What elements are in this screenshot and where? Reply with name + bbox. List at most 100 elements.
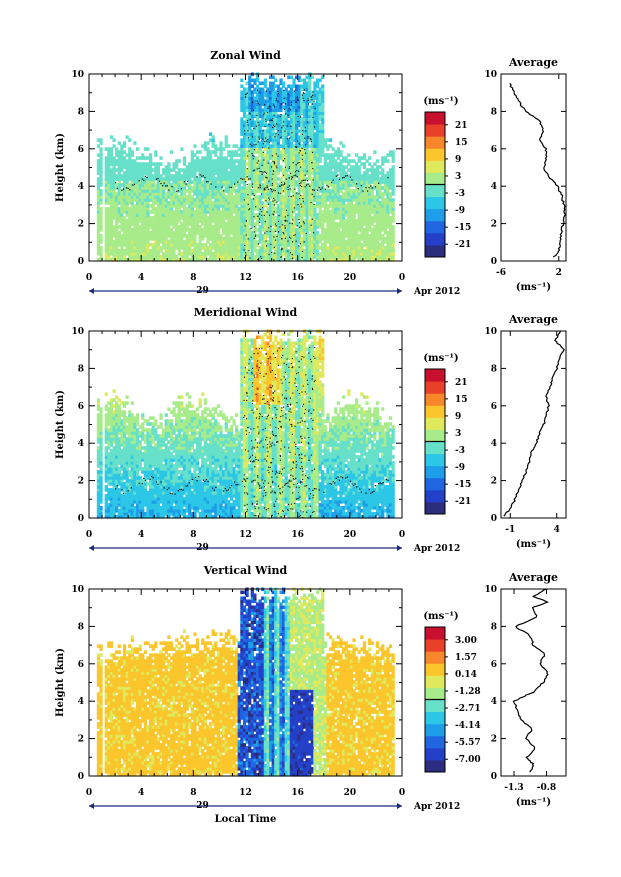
zonal-cell <box>342 144 345 148</box>
zonal-contour-dot <box>291 102 292 103</box>
zonal-contour-dot <box>264 188 265 189</box>
zonal-contour-dot <box>255 235 256 236</box>
zonal-contour-dot <box>289 168 290 169</box>
zonal-contour-dot <box>287 93 288 94</box>
zonal-contour-dot <box>314 101 315 102</box>
zonal-cell <box>128 138 131 142</box>
zonal-cell <box>131 150 134 154</box>
zonal-contour-dot <box>289 177 290 178</box>
zonal-cell <box>363 153 366 157</box>
zonal-contour-dot <box>293 175 294 176</box>
zonal-contour-dot <box>264 215 265 216</box>
zonal-contour-dot <box>312 194 313 195</box>
zonal-contour-dot <box>302 251 303 252</box>
zonal-contour-dot <box>272 120 273 121</box>
zonal-contour-dot <box>285 220 286 221</box>
zonal-contour-dot <box>286 220 287 221</box>
zonal-contour-dot <box>248 204 249 205</box>
zonal-contour-dot <box>145 176 146 177</box>
zonal-contour-dot <box>272 127 273 128</box>
zonal-cell <box>376 159 379 163</box>
zonal-contour-dot <box>254 149 255 150</box>
zonal-contour-dot <box>302 155 303 156</box>
zonal-contour-dot <box>282 224 283 225</box>
zonal-contour-dot <box>261 258 262 259</box>
zonal-contour-dot <box>312 168 313 169</box>
zonal-cell <box>219 141 222 145</box>
zonal-contour-dot <box>231 187 232 188</box>
zonal-contour-dot <box>290 109 291 110</box>
zonal-contour-dot <box>304 138 305 139</box>
zonal-contour-dot <box>263 130 264 131</box>
zonal-contour-dot <box>299 227 300 228</box>
zonal-contour-dot <box>259 139 260 140</box>
zonal-contour-dot <box>284 148 285 149</box>
zonal-contour-dot <box>342 177 343 178</box>
zonal-contour-dot <box>262 172 263 173</box>
zonal-contour-dot <box>283 175 284 176</box>
zonal-contour-dot <box>314 204 315 205</box>
zonal-contour-dot <box>296 241 297 242</box>
zonal-contour-dot <box>305 186 306 187</box>
zonal-cell <box>392 150 395 154</box>
zonal-contour-dot <box>234 183 235 184</box>
zonal-contour-dot <box>268 204 269 205</box>
zonal-contour-dot <box>260 209 261 210</box>
zonal-contour-dot <box>266 241 267 242</box>
zonal-contour-dot <box>265 137 266 138</box>
zonal-contour-dot <box>244 133 245 134</box>
zonal-contour-dot <box>276 100 277 101</box>
zonal-contour-dot <box>307 138 308 139</box>
zonal-contour-dot <box>285 103 286 104</box>
zonal-contour-dot <box>287 251 288 252</box>
zonal-contour-dot <box>268 163 269 164</box>
zonal-contour-dot <box>276 166 277 167</box>
zonal-contour-dot <box>370 185 371 186</box>
zonal-contour-dot <box>269 142 270 143</box>
zonal-contour-dot <box>305 175 306 176</box>
zonal-contour-dot <box>304 180 305 181</box>
zonal-heatmap <box>97 73 395 262</box>
zonal-contour-dot <box>337 175 338 176</box>
zonal-contour-dot <box>162 185 163 186</box>
zonal-contour-dot <box>313 179 314 180</box>
zonal-contour-dot <box>272 214 273 215</box>
zonal-contour-dot <box>260 187 261 188</box>
zonal-contour-dot <box>297 176 298 177</box>
zonal-contour-dot <box>247 176 248 177</box>
zonal-contour-dot <box>300 182 301 183</box>
zonal-contour-dot <box>263 152 264 153</box>
zonal-contour-dot <box>267 108 268 109</box>
zonal-contour-dot <box>254 238 255 239</box>
zonal-contour-dot <box>248 178 249 179</box>
zonal-contour-dot <box>281 238 282 239</box>
zonal-contour-dot <box>289 138 290 139</box>
zonal-contour-dot <box>283 160 284 161</box>
zonal-contour-dot <box>266 173 267 174</box>
zonal-contour-dot <box>259 168 260 169</box>
zonal-contour-dot <box>320 189 321 190</box>
zonal-contour-dot <box>287 215 288 216</box>
zonal-contour-dot <box>117 188 118 189</box>
zonal-contour-dot <box>247 124 248 125</box>
zonal-contour-dot <box>274 200 275 201</box>
zonal-contour-dot <box>275 133 276 134</box>
zonal-contour-dot <box>263 160 264 161</box>
zonal-contour-dot <box>268 148 269 149</box>
zonal-cell <box>339 150 342 154</box>
zonal-contour-dot <box>265 200 266 201</box>
zonal-contour-dot <box>298 219 299 220</box>
zonal-contour-dot <box>272 174 273 175</box>
zonal-contour-dot <box>289 223 290 224</box>
zonal-contour-dot <box>272 183 273 184</box>
zonal-cell <box>240 78 243 82</box>
zonal-contour-dot <box>167 185 168 186</box>
zonal-contour-dot <box>275 224 276 225</box>
zonal-contour-dot <box>304 241 305 242</box>
zonal-contour-dot <box>247 130 248 131</box>
zonal-contour-dot <box>303 221 304 222</box>
zonal-contour-dot <box>308 103 309 104</box>
zonal-contour-dot <box>365 187 366 188</box>
zonal-contour-dot <box>302 95 303 96</box>
zonal-contour-dot <box>252 136 253 137</box>
